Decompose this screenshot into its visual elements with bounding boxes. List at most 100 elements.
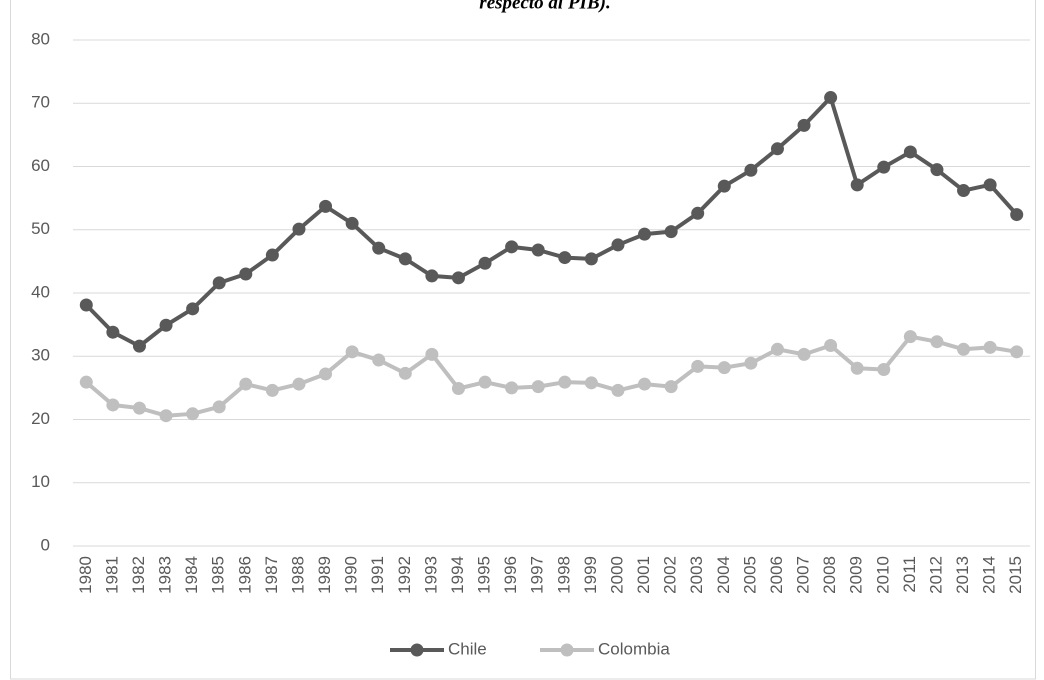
x-tick-label: 2013	[953, 556, 972, 594]
point	[797, 118, 811, 132]
point	[398, 252, 412, 266]
point	[106, 325, 120, 339]
point	[132, 401, 146, 415]
point	[531, 243, 545, 257]
point	[478, 375, 492, 389]
legend-marker	[410, 643, 424, 657]
point	[877, 363, 891, 377]
point	[159, 318, 173, 332]
y-tick-label: 20	[31, 409, 50, 428]
point	[957, 184, 971, 198]
point	[319, 367, 333, 381]
x-tick-label: 1998	[554, 556, 573, 594]
point	[159, 409, 173, 423]
point	[186, 407, 200, 421]
point	[983, 178, 997, 192]
point	[584, 376, 598, 390]
point	[664, 380, 678, 394]
point	[531, 380, 545, 394]
point	[770, 142, 784, 156]
point	[930, 335, 944, 349]
x-tick-label: 1996	[501, 556, 520, 594]
x-tick-label: 2006	[767, 556, 786, 594]
x-tick-label: 2011	[900, 556, 919, 593]
point	[1010, 345, 1024, 359]
point	[505, 381, 519, 395]
x-tick-label: 2015	[1006, 556, 1025, 594]
x-tick-label: 2007	[794, 556, 813, 594]
point	[425, 347, 439, 361]
point	[239, 377, 253, 391]
x-tick-label: 1982	[129, 556, 148, 594]
point	[664, 225, 678, 239]
point	[79, 375, 93, 389]
point	[770, 342, 784, 356]
y-tick-label: 10	[31, 472, 50, 491]
point	[505, 240, 519, 254]
x-tick-label: 1995	[475, 556, 494, 594]
point	[1010, 208, 1024, 222]
point	[292, 222, 306, 236]
x-tick-label: 1981	[102, 556, 121, 594]
point	[132, 339, 146, 353]
point	[558, 251, 572, 265]
point	[451, 382, 465, 396]
point	[903, 145, 917, 159]
point	[717, 179, 731, 193]
x-tick-label: 2005	[740, 556, 759, 594]
x-tick-label: 1994	[448, 556, 467, 594]
point	[79, 298, 93, 312]
x-tick-label: 1985	[209, 556, 228, 594]
y-tick-label: 70	[31, 93, 50, 112]
y-tick-label: 30	[31, 346, 50, 365]
y-tick-label: 40	[31, 282, 50, 301]
point	[691, 359, 705, 373]
x-tick-label: 2001	[634, 556, 653, 594]
y-tick-label: 80	[31, 29, 50, 48]
point	[478, 256, 492, 270]
x-tick-label: 1999	[581, 556, 600, 594]
point	[824, 338, 838, 352]
point	[850, 361, 864, 375]
x-tick-label: 1993	[421, 556, 440, 594]
point	[345, 345, 359, 359]
x-tick-label: 2002	[661, 556, 680, 594]
point	[930, 163, 944, 177]
point	[212, 400, 226, 414]
x-tick-label: 1992	[395, 556, 414, 594]
x-tick-label: 1997	[528, 556, 547, 594]
point	[850, 178, 864, 192]
point	[877, 160, 891, 174]
point	[319, 199, 333, 213]
x-tick-label: 2008	[820, 556, 839, 594]
x-tick-label: 1983	[156, 556, 175, 594]
x-tick-label: 1987	[262, 556, 281, 594]
x-tick-label: 1990	[342, 556, 361, 594]
y-tick-label: 50	[31, 219, 50, 238]
x-tick-label: 2009	[847, 556, 866, 594]
x-tick-label: 2004	[714, 556, 733, 594]
point	[691, 206, 705, 220]
x-tick-label: 1991	[368, 556, 387, 594]
x-tick-label: 2012	[926, 556, 945, 594]
x-tick-label: 1986	[235, 556, 254, 594]
point	[398, 366, 412, 380]
x-tick-label: 1980	[76, 556, 95, 594]
point	[983, 340, 997, 354]
point	[638, 377, 652, 391]
point	[744, 163, 758, 177]
point	[744, 356, 758, 370]
x-tick-label: 1988	[288, 556, 307, 594]
point	[451, 271, 465, 285]
point	[372, 353, 386, 367]
point	[212, 276, 226, 290]
point	[903, 330, 917, 344]
x-tick-label: 2010	[873, 556, 892, 594]
point	[638, 227, 652, 241]
chart-title: respecto al PIB).	[479, 0, 610, 13]
x-tick-label: 2000	[607, 556, 626, 594]
y-tick-label: 0	[41, 535, 50, 554]
y-tick-label: 60	[31, 156, 50, 175]
point	[584, 252, 598, 266]
